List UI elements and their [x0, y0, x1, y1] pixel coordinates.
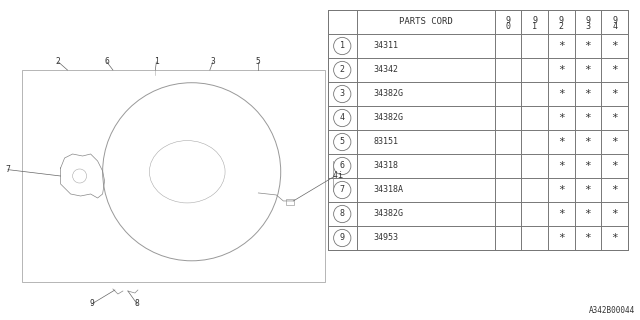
- Text: 2: 2: [340, 66, 345, 75]
- Text: 5: 5: [340, 138, 345, 147]
- Text: 34311: 34311: [373, 42, 398, 51]
- Text: *: *: [558, 137, 564, 147]
- Text: *: *: [558, 185, 564, 195]
- Bar: [286, 199, 294, 205]
- Text: 34318A: 34318A: [373, 186, 403, 195]
- Text: *: *: [611, 161, 618, 171]
- Text: 83151: 83151: [373, 138, 398, 147]
- Text: 3: 3: [340, 90, 345, 99]
- Text: *: *: [584, 65, 591, 75]
- Text: 3: 3: [211, 58, 215, 67]
- Text: *: *: [584, 89, 591, 99]
- Text: *: *: [584, 233, 591, 243]
- Text: 1: 1: [340, 42, 345, 51]
- Text: 7: 7: [6, 165, 10, 174]
- Text: *: *: [611, 209, 618, 219]
- Text: *: *: [584, 185, 591, 195]
- Text: 34382G: 34382G: [373, 114, 403, 123]
- Text: *: *: [558, 233, 564, 243]
- Text: 0: 0: [506, 22, 510, 31]
- Text: 34382G: 34382G: [373, 210, 403, 219]
- Text: 6: 6: [340, 162, 345, 171]
- Text: *: *: [558, 161, 564, 171]
- Text: 34382G: 34382G: [373, 90, 403, 99]
- Text: *: *: [611, 233, 618, 243]
- Text: 34953: 34953: [373, 234, 398, 243]
- Text: *: *: [584, 209, 591, 219]
- Text: 3: 3: [586, 22, 591, 31]
- Text: *: *: [584, 137, 591, 147]
- Text: PARTS CORD: PARTS CORD: [399, 18, 452, 27]
- Text: 1: 1: [154, 58, 159, 67]
- Text: 1: 1: [532, 22, 537, 31]
- Text: *: *: [611, 137, 618, 147]
- Text: *: *: [584, 161, 591, 171]
- Text: 9: 9: [340, 234, 345, 243]
- Text: 6: 6: [104, 58, 109, 67]
- Text: *: *: [611, 65, 618, 75]
- Text: 9: 9: [532, 16, 537, 25]
- Text: 8: 8: [340, 210, 345, 219]
- Text: *: *: [611, 89, 618, 99]
- Text: 4: 4: [333, 172, 337, 180]
- Text: *: *: [611, 41, 618, 51]
- Text: 2: 2: [56, 58, 61, 67]
- Bar: [22, 70, 325, 282]
- Text: 9: 9: [612, 16, 617, 25]
- Text: 8: 8: [134, 300, 140, 308]
- Text: *: *: [558, 41, 564, 51]
- Text: *: *: [584, 41, 591, 51]
- Text: 9: 9: [89, 300, 94, 308]
- Text: 34342: 34342: [373, 66, 398, 75]
- Text: 7: 7: [340, 186, 345, 195]
- Text: i: i: [337, 172, 342, 180]
- Text: *: *: [584, 113, 591, 123]
- Text: 9: 9: [559, 16, 564, 25]
- Text: *: *: [558, 113, 564, 123]
- Text: *: *: [611, 113, 618, 123]
- Text: 9: 9: [506, 16, 510, 25]
- Text: 4: 4: [340, 114, 345, 123]
- Text: *: *: [611, 185, 618, 195]
- Text: *: *: [558, 65, 564, 75]
- Text: 9: 9: [586, 16, 591, 25]
- Text: 4: 4: [612, 22, 617, 31]
- Bar: [328, 10, 628, 250]
- Text: 5: 5: [256, 58, 260, 67]
- Text: 34318: 34318: [373, 162, 398, 171]
- Text: *: *: [558, 209, 564, 219]
- Text: A342B00044: A342B00044: [589, 306, 635, 315]
- Text: 2: 2: [559, 22, 564, 31]
- Text: *: *: [558, 89, 564, 99]
